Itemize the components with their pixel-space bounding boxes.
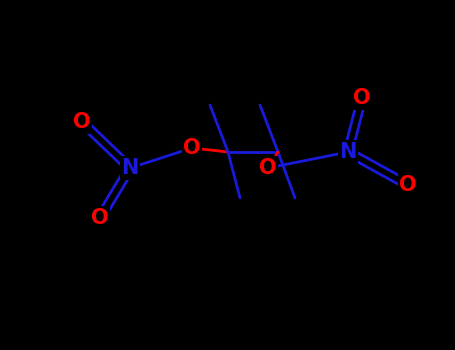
Text: O: O: [353, 88, 371, 108]
Text: O: O: [399, 175, 417, 195]
Text: O: O: [91, 208, 109, 228]
Text: O: O: [73, 112, 91, 132]
Text: N: N: [339, 142, 357, 162]
Text: N: N: [121, 158, 139, 178]
Text: O: O: [259, 158, 277, 178]
Text: O: O: [183, 138, 201, 158]
